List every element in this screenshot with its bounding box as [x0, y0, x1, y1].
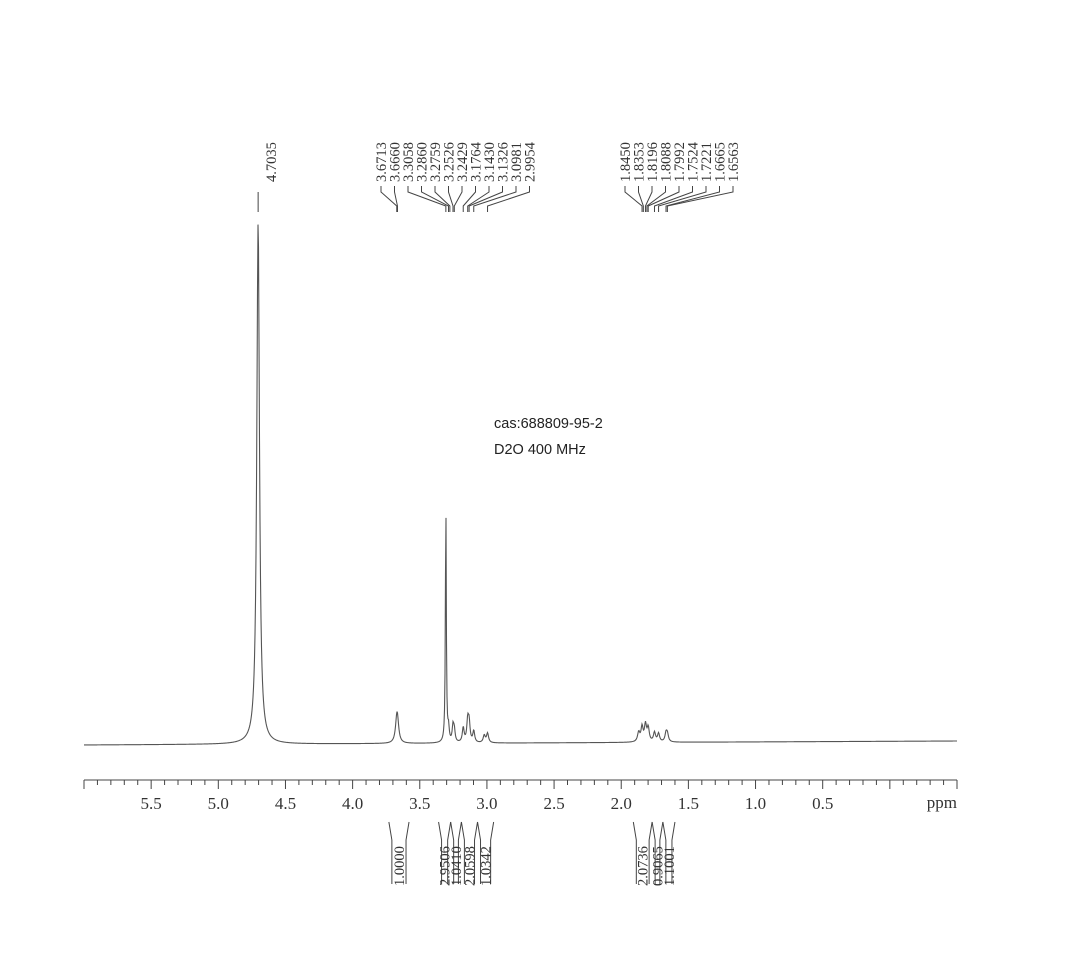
peak-shift-label: 2.9954	[523, 141, 539, 182]
peak-shift-label: 3.6713	[374, 142, 390, 182]
peak-connector	[646, 186, 666, 212]
peak-connector	[468, 186, 503, 212]
x-tick-label: 3.0	[476, 794, 497, 813]
peak-shift-label: 1.6563	[726, 142, 742, 182]
sample-cas-annotation: cas:688809-95-2	[494, 416, 603, 432]
integral-value-label: 2.0736	[636, 846, 652, 886]
peak-shift-label: 3.2429	[455, 142, 471, 182]
peak-connector	[473, 186, 517, 212]
peak-connector	[487, 186, 530, 212]
peak-shift-label: 1.8353	[632, 142, 648, 182]
ppm-axis: 5.5 5.0 4.5 4.0 3.5 3.0 2.5 2.0 1.5 1.0 0.5 ppm	[83, 779, 958, 813]
peak-shift-label: 1.8196	[645, 142, 661, 182]
integral-bracket	[388, 821, 410, 884]
peak-connector	[394, 186, 398, 212]
peak-shift-label: 3.2526	[442, 142, 458, 182]
integral-value-label: 1.0000	[392, 846, 408, 886]
integral-value-label: 1.1001	[662, 846, 678, 886]
peak-shift-label: 3.6660	[388, 142, 404, 182]
integral-bracket	[450, 821, 462, 884]
x-tick-label: 3.5	[409, 794, 430, 813]
peak-connector	[647, 186, 680, 212]
x-tick-label: 4.5	[275, 794, 296, 813]
x-tick-label: 1.0	[745, 794, 766, 813]
peak-connector	[624, 186, 643, 212]
spectrum-line	[84, 224, 958, 746]
x-tick-label: 2.5	[543, 794, 564, 813]
peak-connector	[453, 186, 463, 212]
peak-connector	[666, 186, 734, 212]
peak-connector	[407, 186, 447, 212]
x-tick-label: 2.0	[611, 794, 632, 813]
solvent-frequency-annotation: D2O 400 MHz	[494, 442, 586, 458]
peak-shift-label: 3.1430	[482, 142, 498, 182]
peak-shift-label: 1.7221	[699, 142, 715, 182]
integral-value-label: 2.9506	[438, 846, 454, 886]
peak-shift-label: 1.8088	[659, 142, 675, 182]
x-tick-label: 5.5	[141, 794, 162, 813]
integral-bracket	[460, 821, 479, 884]
integral-bracket	[632, 821, 653, 884]
x-tick-label: 4.0	[342, 794, 363, 813]
peak-connector	[467, 186, 490, 212]
integral-bracket	[662, 821, 676, 884]
peak-shift-label: 3.1764	[469, 141, 485, 182]
x-tick-label: 5.0	[208, 794, 229, 813]
integral-value-label: 0.9065	[650, 846, 666, 886]
peak-label-layer: 4.7035 3.67133.66603.30583.28603.27593.25…	[257, 141, 742, 212]
peak-connector	[380, 186, 398, 212]
x-tick-label: 0.5	[812, 794, 833, 813]
integral-value-label: 1.0342	[479, 846, 495, 886]
integral-value-label: 1.0410	[449, 846, 465, 886]
peak-shift-label: 1.7992	[672, 142, 688, 182]
peak-shift-label: 1.8450	[618, 142, 634, 182]
peak-shift-label: 1.7524	[686, 141, 702, 182]
peak-shift-label: 3.3058	[401, 142, 417, 182]
peak-connector	[644, 186, 653, 212]
peak-connector	[448, 186, 454, 212]
peak-connector	[462, 186, 476, 212]
peak-connector	[658, 186, 707, 212]
peak-shift-label: 4.7035	[264, 142, 280, 182]
peak-shift-label: 1.6665	[713, 142, 729, 182]
integral-bracket	[477, 821, 495, 884]
integral-value-label: 2.0598	[462, 846, 478, 886]
peak-shift-label: 3.0981	[509, 142, 525, 182]
integral-bracket	[651, 821, 664, 884]
peak-connector	[421, 186, 450, 212]
peak-connector	[434, 186, 451, 212]
integral-bracket	[438, 821, 452, 884]
x-tick-label: 1.5	[678, 794, 699, 813]
x-axis-label: ppm	[927, 793, 957, 812]
peak-shift-label: 3.1326	[496, 142, 512, 182]
peak-connector	[665, 186, 720, 212]
peak-shift-label: 3.2759	[428, 142, 444, 182]
peak-connector	[638, 186, 644, 212]
peak-connector	[653, 186, 693, 212]
peak-shift-label: 3.2860	[415, 142, 431, 182]
